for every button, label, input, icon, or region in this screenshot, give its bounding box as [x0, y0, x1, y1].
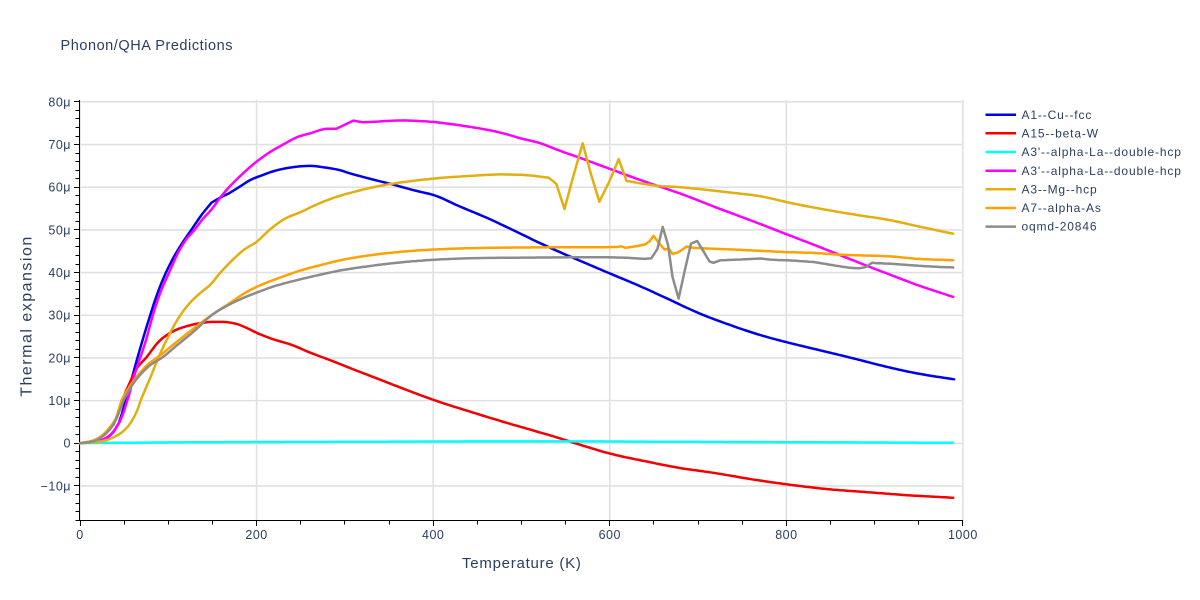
svg-text:1000: 1000: [948, 528, 978, 542]
svg-text:40μ: 40μ: [48, 266, 71, 280]
svg-text:A15--beta-W: A15--beta-W: [1022, 126, 1099, 140]
svg-text:A3'--alpha-La--double-hcp: A3'--alpha-La--double-hcp: [1022, 164, 1182, 178]
svg-text:Temperature (K): Temperature (K): [462, 555, 582, 572]
svg-text:A3'--alpha-La--double-hcp: A3'--alpha-La--double-hcp: [1022, 145, 1182, 159]
svg-text:0: 0: [64, 437, 71, 451]
svg-text:600: 600: [599, 528, 621, 542]
svg-text:−10μ: −10μ: [41, 479, 71, 493]
svg-text:oqmd-20846: oqmd-20846: [1022, 220, 1098, 234]
svg-text:20μ: 20μ: [48, 351, 71, 365]
svg-text:80μ: 80μ: [48, 95, 71, 109]
svg-text:Thermal expansion: Thermal expansion: [19, 235, 36, 397]
svg-text:400: 400: [422, 528, 444, 542]
svg-text:10μ: 10μ: [48, 394, 71, 408]
svg-text:50μ: 50μ: [48, 223, 71, 237]
svg-text:60μ: 60μ: [48, 181, 71, 195]
svg-text:30μ: 30μ: [48, 309, 71, 323]
svg-text:0: 0: [76, 528, 83, 542]
svg-text:A7--alpha-As: A7--alpha-As: [1022, 201, 1102, 215]
svg-text:800: 800: [775, 528, 797, 542]
svg-text:A3--Mg--hcp: A3--Mg--hcp: [1022, 182, 1098, 196]
svg-text:200: 200: [245, 528, 267, 542]
svg-text:Phonon/QHA Predictions: Phonon/QHA Predictions: [61, 38, 234, 54]
svg-text:70μ: 70μ: [48, 138, 71, 152]
svg-text:A1--Cu--fcc: A1--Cu--fcc: [1022, 108, 1093, 122]
